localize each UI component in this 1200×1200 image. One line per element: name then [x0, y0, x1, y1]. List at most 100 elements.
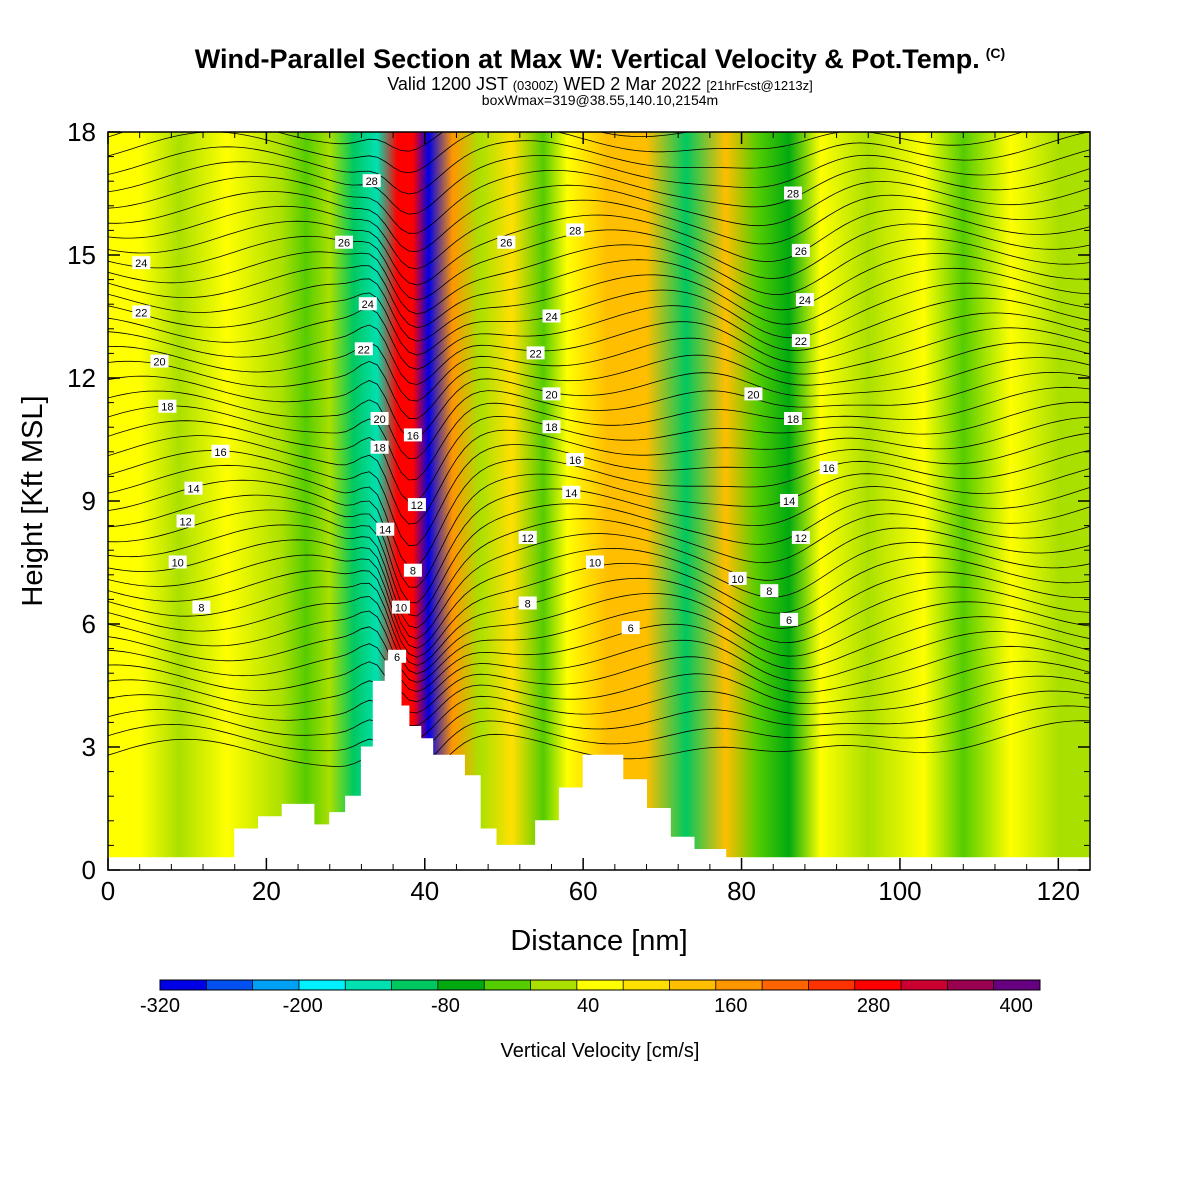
velocity-field — [108, 132, 1090, 870]
contour-label-text: 10 — [589, 558, 601, 570]
x-tick-label: 20 — [252, 876, 281, 906]
contour-label-bg — [784, 412, 802, 425]
contour-label-bg — [358, 297, 377, 311]
contour-label-bg — [542, 420, 561, 434]
colorbar-label: 280 — [857, 995, 890, 1017]
x-tick-label: 40 — [410, 876, 439, 906]
contour-label-bg — [158, 399, 177, 413]
contour-label: 10 — [728, 571, 747, 586]
contour-label: 12 — [176, 514, 195, 529]
contour-label-text: 12 — [411, 500, 423, 512]
contour-label-text: 22 — [135, 307, 147, 319]
contour-labels: 28 26 24 22 20 18 16 14 12 10 8 6 24 22 20 18 16 14 12 10 8 2… — [132, 174, 838, 664]
theta-contour — [108, 542, 1090, 649]
theta-contour — [108, 194, 1090, 270]
contour-label-bg — [370, 412, 389, 425]
contour-label-text: 24 — [135, 258, 147, 270]
theta-contour — [108, 267, 1090, 342]
contour-label-text: 16 — [407, 430, 419, 442]
contour-label-bg — [784, 186, 802, 200]
contour-label-text: 22 — [358, 344, 370, 356]
theta-contours — [108, 84, 1090, 790]
contour-label-text: 12 — [522, 533, 534, 545]
contour-label: 14 — [780, 494, 799, 508]
theta-contour — [108, 132, 1024, 174]
colorbar-label: -200 — [283, 995, 323, 1017]
contour-label-bg — [795, 293, 814, 307]
terrain — [108, 660, 1090, 870]
contour-label: 22 — [354, 342, 373, 356]
y-axis: 0 3 6 9 12 15 18 — [67, 117, 1090, 885]
y-axis-title: Height [Kft MSL] — [17, 395, 49, 606]
theta-contour — [108, 238, 1090, 315]
contour-label: 6 — [388, 649, 407, 664]
colorbar-swatch — [576, 980, 624, 990]
contour-label-text: 8 — [410, 566, 416, 578]
contour-label-text: 24 — [362, 299, 374, 311]
theta-contour — [108, 601, 1090, 683]
contour-label-text: 14 — [187, 484, 199, 496]
contour-label-bg — [376, 522, 395, 536]
contour-label-text: 22 — [529, 348, 541, 360]
contour-label-text: 18 — [161, 402, 173, 414]
contour-label-bg — [132, 305, 151, 319]
y-tick-label: 9 — [82, 486, 96, 516]
contour-label-text: 20 — [153, 357, 165, 369]
contour-label: 18 — [784, 412, 802, 426]
theta-contour — [108, 223, 1090, 301]
valid-date: WED 2 Mar 2022 — [563, 74, 702, 94]
contour-label-bg — [192, 600, 211, 614]
theta-contour — [108, 386, 1090, 481]
contour-label-bg — [728, 571, 747, 585]
colorbar-swatch — [669, 980, 717, 990]
contour-label-bg — [780, 494, 799, 507]
theta-contour — [108, 297, 1090, 370]
theta-contour — [108, 571, 1090, 666]
contour-label-text: 20 — [373, 414, 385, 426]
contour-label: 14 — [184, 481, 203, 496]
colorbar-swatch — [854, 980, 902, 990]
x-tick-label: 100 — [878, 876, 921, 906]
theta-contour — [108, 132, 1090, 195]
contour-label-bg — [168, 555, 187, 569]
theta-contour — [108, 499, 1090, 617]
contour-label-bg — [780, 612, 799, 626]
contour-label-text: 26 — [338, 238, 350, 250]
contour-label-text: 16 — [569, 455, 581, 467]
contour-label-bg — [403, 428, 422, 442]
contour-label: 8 — [403, 563, 422, 578]
theta-contour — [108, 253, 1090, 329]
contour-label-text: 20 — [747, 389, 759, 401]
theta-contour — [108, 401, 1090, 503]
colorbar-swatch — [715, 980, 763, 990]
contour-label: 16 — [566, 453, 585, 467]
contour-label-bg — [586, 555, 604, 569]
contour-label-text: 18 — [545, 422, 557, 434]
theta-contour — [108, 616, 1090, 693]
theta-contour — [108, 84, 1090, 130]
forecast-info: [21hrFcst@1213z] — [706, 78, 813, 93]
theta-contour — [108, 645, 1090, 714]
contour-label-text: 20 — [545, 389, 557, 401]
contour-label-bg — [562, 485, 581, 499]
contour-label-text: 16 — [823, 463, 835, 475]
contour-label: 20 — [744, 387, 763, 401]
contour-label: 20 — [542, 387, 561, 401]
theta-contour — [108, 468, 1090, 588]
copyright-mark: (C) — [985, 45, 1006, 61]
theta-contour — [108, 631, 1090, 703]
theta-contour — [108, 357, 1090, 439]
contour-label: 26 — [335, 235, 353, 250]
contour-label-text: 24 — [799, 295, 811, 307]
theta-contour — [108, 675, 1090, 741]
y-tick-label: 12 — [67, 363, 96, 393]
contour-label-text: 16 — [214, 447, 226, 459]
theta-contour — [108, 180, 1090, 253]
contour-label: 12 — [518, 530, 537, 545]
colorbar-swatch — [762, 980, 809, 990]
theta-contour — [108, 660, 1090, 727]
contour-label: 14 — [376, 522, 395, 537]
contour-label-text: 8 — [198, 603, 204, 615]
colorbar-swatch — [298, 980, 346, 990]
contour-label-bg — [518, 596, 537, 610]
